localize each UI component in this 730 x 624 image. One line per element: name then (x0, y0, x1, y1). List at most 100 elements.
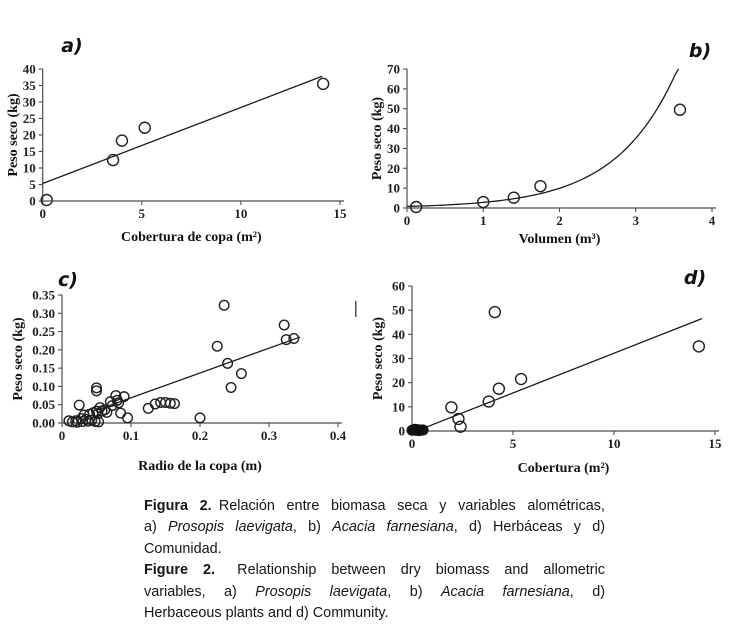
panel-b-letter: b) (689, 40, 711, 62)
panel-c-trend-line (96, 336, 301, 411)
panel-c-x-axis-label: Radio de la copa (m) (138, 459, 262, 474)
caption-line-5: variables, a) Prosopis laevigata, b) Aca… (144, 582, 605, 603)
panel-d-point (445, 401, 458, 414)
x-tick-label: 0.4 (330, 428, 347, 443)
panel-c-point (73, 399, 85, 411)
x-tick-label: 0.3 (261, 428, 278, 443)
x-tick-label: 0 (409, 436, 416, 451)
panel-c-point (142, 402, 154, 414)
x-tick-label: 0 (404, 213, 411, 228)
y-tick-label: 70 (387, 62, 400, 77)
panel-a-point (40, 193, 53, 207)
x-tick-label: 4 (709, 213, 716, 228)
y-tick-label: 30 (392, 351, 405, 366)
panel-c-point (225, 382, 237, 394)
panel-c-point (90, 405, 102, 417)
panel-d-point (514, 372, 528, 386)
panel-a-letter: a) (61, 35, 83, 57)
panel-c-y-axis-label: Peso seco (kg) (11, 317, 26, 401)
panel-b-point (673, 103, 687, 116)
panel-c-point (168, 398, 180, 410)
x-tick-label: 5 (139, 206, 146, 221)
x-tick-label: 1 (480, 213, 487, 228)
panel-b-y-axis-label: Peso seco (kg) (370, 97, 385, 181)
caption-text: , d) Herbáceas y d) (453, 519, 606, 536)
panel-c-point (118, 391, 130, 403)
x-tick-label: 2 (556, 213, 563, 228)
panel-a-point (138, 121, 151, 134)
caption-species-name: Acacia farnesiana (440, 583, 570, 600)
panel-a-point (115, 134, 129, 147)
panel-d-point (492, 382, 506, 395)
y-tick-label: 60 (392, 279, 405, 294)
y-tick-label: 40 (392, 327, 405, 342)
panel-c-point (288, 333, 300, 345)
y-tick-label: 20 (387, 161, 400, 176)
x-tick-label: 0.2 (192, 428, 208, 443)
y-tick-label: 0.05 (32, 397, 55, 412)
caption-text: Relationship between dry biomass and all… (214, 562, 605, 579)
panel-b-point (477, 195, 490, 209)
caption-text: a) (144, 519, 169, 536)
y-tick-label: 40 (387, 121, 400, 136)
y-tick-label: 60 (387, 81, 400, 96)
caption-species-name: Acacia farnesiana (332, 519, 454, 536)
x-tick-label: 0 (59, 428, 66, 443)
panel-a-point (106, 153, 120, 167)
caption-figure-label: Figura 2. (144, 498, 212, 514)
panel-c-letter: c) (58, 269, 78, 291)
stray-mark: | (351, 298, 361, 317)
y-tick-label: 0 (394, 201, 401, 216)
y-tick-label: 30 (23, 95, 36, 110)
panel-c-point (101, 406, 113, 418)
panel-c-point (122, 412, 134, 424)
panel-d-x-axis-label: Cobertura (m²) (518, 461, 610, 476)
x-tick-label: 15 (334, 206, 348, 221)
panel-a-y-axis-label: Peso seco (kg) (6, 93, 21, 177)
y-tick-label: 40 (23, 62, 36, 77)
panel-d-point (692, 340, 706, 353)
panel-d-trend-line (419, 318, 703, 431)
panel-b-point (409, 200, 423, 214)
panel-b-x-axis-label: Volumen (m³) (519, 232, 601, 247)
panel-c-point (194, 412, 206, 424)
y-tick-label: 0.25 (32, 324, 55, 339)
figure-caption: Figura 2. Relación entre biomasa seca y … (144, 496, 605, 624)
caption-text: variables, a) (144, 583, 256, 600)
y-tick-label: 5 (29, 177, 36, 192)
panel-c-point (218, 299, 230, 311)
panel-b-trend-curve (406, 68, 680, 208)
panel-c-point (113, 397, 125, 409)
y-tick-label: 0.00 (32, 416, 55, 431)
panel-c-point (278, 319, 290, 331)
panel-c-point (222, 357, 234, 369)
panel-c-point (280, 334, 292, 346)
panel-c: 0.00 0.05 0.10 0.15 0.20 0.25 0.30 0.35 0 0.1 0.2 0… (11, 269, 347, 474)
panel-c-point (235, 368, 247, 380)
caption-line-2: a) Prosopis laevigata, b) Acacia farnesi… (144, 517, 605, 538)
caption-species-name: Prosopis laevigata (255, 583, 388, 600)
y-tick-label: 0.20 (32, 342, 55, 357)
panel-c-point (90, 382, 102, 394)
y-tick-label: 50 (387, 101, 400, 116)
panel-b-point (507, 191, 520, 204)
x-tick-label: 3 (633, 213, 640, 228)
panel-a-point (316, 77, 330, 91)
panel-c-point (149, 398, 161, 410)
caption-line-4: Figure 2. Relationship between dry bioma… (144, 560, 605, 581)
y-tick-label: 0.15 (32, 361, 55, 376)
caption-text: Herbaceous plants and d) Community. (144, 605, 389, 622)
panel-a-trend-line (42, 75, 323, 185)
y-tick-label: 35 (23, 78, 37, 93)
panel-c-point (90, 385, 102, 397)
y-tick-label: 10 (387, 181, 400, 196)
panel-b-point (534, 179, 547, 193)
panel-b: 0 10 20 30 40 50 60 70 0 1 2 3 4 Volumen (m³) Peso sec… (370, 40, 716, 247)
y-tick-label: 0 (29, 194, 36, 209)
caption-line-1: Figura 2. Relación entre biomasa seca y … (144, 496, 605, 517)
y-tick-label: 0.10 (32, 379, 55, 394)
caption-species-name: Prosopis laevigata (168, 519, 293, 536)
caption-text: , d) (569, 583, 605, 600)
